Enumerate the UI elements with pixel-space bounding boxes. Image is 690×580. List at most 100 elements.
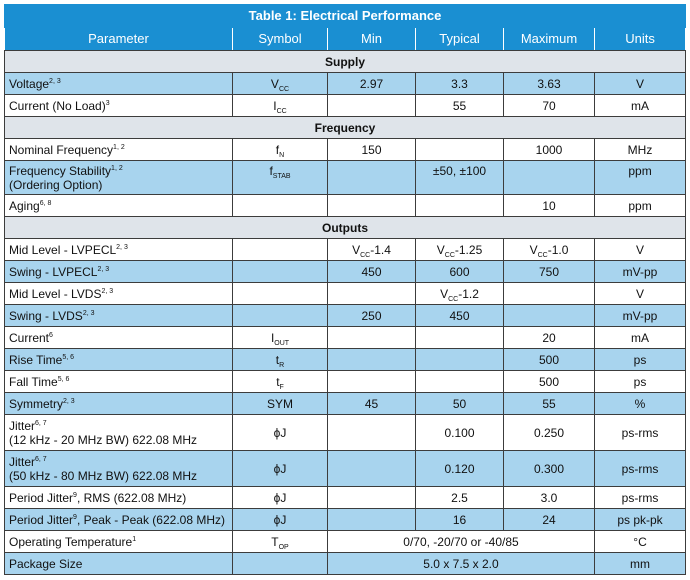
- max-cell: 0.250: [503, 414, 595, 451]
- table-row: Mid Level - LVDS2, 3 VCC-1.2 V: [4, 282, 687, 305]
- symbol-cell: ϕJ: [232, 508, 328, 531]
- max-cell: 1000: [503, 138, 595, 161]
- table-row: Nominal Frequency1, 2 fN 150 1000 MHz: [4, 138, 687, 161]
- value-span-cell: 5.0 x 7.5 x 2.0: [327, 552, 595, 575]
- min-cell: 45: [327, 392, 416, 415]
- section-label: Frequency: [3, 116, 687, 139]
- section-label: Supply: [3, 50, 687, 73]
- typical-cell: 3.3: [415, 72, 504, 95]
- min-cell: 2.97: [327, 72, 416, 95]
- typical-cell: [415, 348, 504, 371]
- symbol-cell: [232, 260, 328, 283]
- min-cell: [327, 508, 416, 531]
- symbol-cell: IOUT: [232, 326, 328, 349]
- table-row: Jitter6, 7 (12 kHz - 20 MHz BW) 622.08 MH…: [4, 414, 687, 451]
- symbol-cell: ϕJ: [232, 414, 328, 451]
- unit-cell: mm: [593, 552, 687, 575]
- min-cell: [327, 370, 416, 393]
- min-cell: 150: [327, 138, 416, 161]
- min-cell: 250: [327, 304, 416, 327]
- section-row-supply: Supply: [3, 50, 687, 73]
- table-title-row: Table 1: Electrical Performance: [3, 4, 687, 28]
- symbol-cell: ϕJ: [232, 486, 328, 509]
- table-row: Fall Time5, 6 tF 500 ps: [4, 370, 687, 393]
- table-row: Swing - LVPECL2, 3 450 600 750 mV-pp: [4, 260, 687, 283]
- table-row: Aging6, 8 10 ppm: [4, 194, 687, 217]
- min-cell: [327, 450, 416, 487]
- symbol-cell: tR: [232, 348, 328, 371]
- header-min: Min: [327, 27, 416, 51]
- symbol-cell: tF: [232, 370, 328, 393]
- max-cell: 500: [503, 348, 595, 371]
- param-cell: Aging6, 8: [4, 194, 233, 217]
- table-row: Current6 IOUT 20 mA: [4, 326, 687, 349]
- unit-cell: V: [593, 72, 687, 95]
- table-row: Symmetry2, 3 SYM 45 50 55 %: [4, 392, 687, 415]
- section-row-outputs: Outputs: [3, 216, 687, 239]
- param-cell: Current6: [4, 326, 233, 349]
- param-cell: Fall Time5, 6: [4, 370, 233, 393]
- unit-cell: °C: [593, 530, 687, 553]
- min-cell: 450: [327, 260, 416, 283]
- param-cell: Mid Level - LVDS2, 3: [4, 282, 233, 305]
- param-cell: Period Jitter9, Peak - Peak (622.08 MHz): [4, 508, 233, 531]
- unit-cell: ps-rms: [593, 486, 687, 509]
- symbol-cell: [232, 552, 328, 575]
- table-row: Frequency Stability1, 2 (Ordering Option)…: [4, 160, 687, 195]
- table-row: Swing - LVDS2, 3 250 450 mV-pp: [4, 304, 687, 327]
- param-cell: Jitter6, 7 (50 kHz - 80 MHz BW) 622.08 MH…: [4, 450, 233, 487]
- value-span-cell: 0/70, -20/70 or -40/85: [327, 530, 595, 553]
- min-cell: VCC-1.4: [327, 238, 416, 261]
- min-cell: [327, 282, 416, 305]
- min-cell: [327, 94, 416, 117]
- param-cell: Swing - LVDS2, 3: [4, 304, 233, 327]
- typical-cell: [415, 326, 504, 349]
- param-cell: Symmetry2, 3: [4, 392, 233, 415]
- typical-cell: 55: [415, 94, 504, 117]
- symbol-cell: VCC: [232, 72, 328, 95]
- typical-cell: 450: [415, 304, 504, 327]
- unit-cell: V: [593, 238, 687, 261]
- unit-cell: ps-rms: [593, 450, 687, 487]
- max-cell: 3.0: [503, 486, 595, 509]
- unit-cell: mA: [593, 94, 687, 117]
- unit-cell: ps-rms: [593, 414, 687, 451]
- electrical-performance-table-wrapper: Table 1: Electrical Performance Paramete…: [3, 4, 687, 575]
- unit-cell: ps pk-pk: [593, 508, 687, 531]
- param-cell: Package Size: [4, 552, 233, 575]
- max-cell: 55: [503, 392, 595, 415]
- param-cell: Period Jitter9, RMS (622.08 MHz): [4, 486, 233, 509]
- table-row: Mid Level - LVPECL2, 3 VCC-1.4 VCC-1.25 …: [4, 238, 687, 261]
- unit-cell: mV-pp: [593, 304, 687, 327]
- typical-cell: 0.100: [415, 414, 504, 451]
- param-cell: Nominal Frequency1, 2: [4, 138, 233, 161]
- max-cell: 20: [503, 326, 595, 349]
- unit-cell: MHz: [593, 138, 687, 161]
- symbol-cell: TOP: [232, 530, 328, 553]
- table-row: Operating Temperature1 TOP 0/70, -20/70 …: [4, 530, 687, 553]
- unit-cell: ps: [593, 370, 687, 393]
- unit-cell: V: [593, 282, 687, 305]
- max-cell: [503, 304, 595, 327]
- symbol-cell: [232, 238, 328, 261]
- electrical-performance-table: Table 1: Electrical Performance Paramete…: [3, 4, 687, 575]
- param-cell: Current (No Load)3: [4, 94, 233, 117]
- unit-cell: ps: [593, 348, 687, 371]
- header-typical: Typical: [415, 27, 504, 51]
- max-cell: 500: [503, 370, 595, 393]
- unit-cell: ppm: [593, 160, 687, 195]
- param-cell: Jitter6, 7 (12 kHz - 20 MHz BW) 622.08 MH…: [4, 414, 233, 451]
- symbol-cell: SYM: [232, 392, 328, 415]
- typical-cell: VCC-1.2: [415, 282, 504, 305]
- min-cell: [327, 414, 416, 451]
- typical-cell: ±50, ±100: [415, 160, 504, 195]
- typical-cell: [415, 138, 504, 161]
- table-title: Table 1: Electrical Performance: [3, 4, 687, 28]
- unit-cell: ppm: [593, 194, 687, 217]
- symbol-cell: fSTAB: [232, 160, 328, 195]
- symbol-cell: [232, 194, 328, 217]
- header-parameter: Parameter: [4, 27, 233, 51]
- typical-cell: 16: [415, 508, 504, 531]
- param-cell: Operating Temperature1: [4, 530, 233, 553]
- typical-cell: 600: [415, 260, 504, 283]
